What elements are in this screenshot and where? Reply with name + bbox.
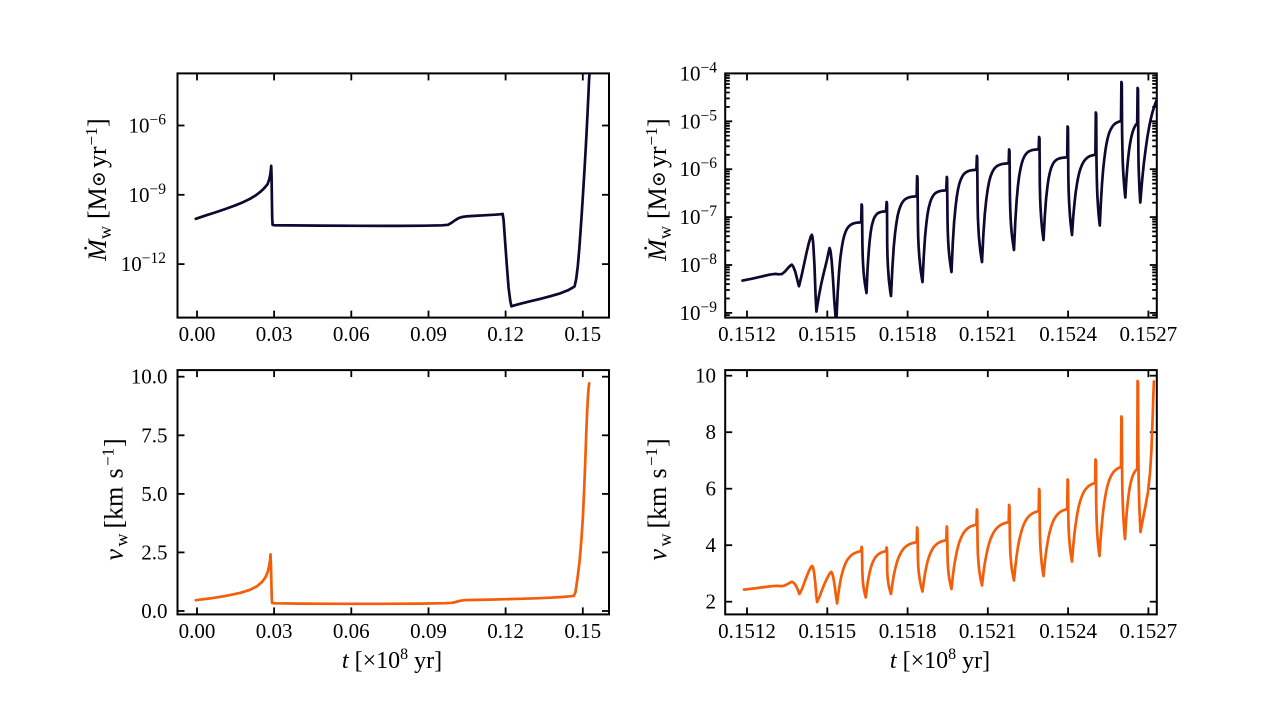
svg-text:10−7: 10−7 (680, 203, 718, 229)
svg-text:−1: −1 (99, 448, 118, 466)
svg-text:0.1512: 0.1512 (718, 619, 776, 643)
svg-text:0.06: 0.06 (333, 619, 370, 643)
svg-text:[M: [M (643, 187, 672, 219)
svg-text:0.0: 0.0 (141, 599, 167, 623)
svg-text:10−6: 10−6 (129, 112, 167, 138)
svg-text:6: 6 (706, 477, 717, 501)
svg-text:0.1527: 0.1527 (1120, 619, 1178, 643)
svg-text:5.0: 5.0 (141, 482, 167, 506)
svg-text:[M: [M (83, 187, 112, 219)
svg-text:8: 8 (706, 420, 717, 444)
svg-text:0.1521: 0.1521 (959, 619, 1017, 643)
svg-text:w: w (655, 226, 675, 239)
svg-text:0.1527: 0.1527 (1120, 322, 1178, 346)
svg-text:0.15: 0.15 (564, 322, 601, 346)
svg-text:−1: −1 (82, 127, 101, 145)
svg-text:0.12: 0.12 (487, 619, 524, 643)
svg-text:10−9: 10−9 (680, 299, 718, 325)
svg-text:[km: [km (643, 487, 672, 529)
svg-text:v: v (643, 549, 672, 561)
svg-text:0.1515: 0.1515 (798, 322, 856, 346)
svg-text:w: w (112, 534, 132, 547)
svg-text:2: 2 (706, 590, 717, 614)
svg-text:s: s (643, 468, 672, 478)
svg-text:10−4: 10−4 (680, 59, 718, 85)
svg-text:v: v (100, 549, 129, 561)
svg-text:0.15: 0.15 (564, 619, 601, 643)
svg-text:−1: −1 (642, 448, 661, 466)
svg-text:0.03: 0.03 (256, 322, 293, 346)
svg-text:0.00: 0.00 (179, 322, 216, 346)
svg-text:0.09: 0.09 (410, 619, 447, 643)
svg-text:0.12: 0.12 (487, 322, 524, 346)
svg-text:2.5: 2.5 (141, 540, 167, 564)
svg-text:]: ] (100, 438, 129, 447)
svg-text:]: ] (643, 438, 672, 447)
svg-text:0.1518: 0.1518 (879, 322, 937, 346)
svg-text:0.03: 0.03 (256, 619, 293, 643)
svg-text:t [×108 yr]: t [×108 yr] (890, 646, 990, 674)
svg-text:0.06: 0.06 (333, 322, 370, 346)
svg-text:0.1524: 0.1524 (1039, 322, 1097, 346)
svg-text:0.1512: 0.1512 (718, 322, 776, 346)
svg-text:Ṁ: Ṁ (643, 238, 672, 262)
svg-text:0.1515: 0.1515 (798, 619, 856, 643)
svg-text:0.1524: 0.1524 (1039, 619, 1097, 643)
svg-text:0.09: 0.09 (410, 322, 447, 346)
svg-text:s: s (100, 468, 129, 478)
svg-text:4: 4 (706, 533, 717, 557)
svg-text:[km: [km (100, 487, 129, 529)
svg-text:10: 10 (695, 364, 716, 388)
svg-text:t [×108 yr]: t [×108 yr] (342, 646, 442, 674)
svg-text:7.5: 7.5 (141, 423, 167, 447)
svg-text:]: ] (83, 118, 112, 127)
svg-text:10.0: 10.0 (131, 365, 168, 389)
svg-text:0.1521: 0.1521 (959, 322, 1017, 346)
svg-text:w: w (655, 534, 675, 547)
svg-text:w: w (95, 226, 115, 239)
svg-text:0.00: 0.00 (179, 619, 216, 643)
svg-text:−1: −1 (642, 127, 661, 145)
svg-text:yr: yr (643, 146, 672, 168)
svg-text:0.1518: 0.1518 (879, 619, 937, 643)
svg-text:Ṁ: Ṁ (83, 238, 112, 262)
svg-text:yr: yr (83, 146, 112, 168)
svg-text:]: ] (643, 118, 672, 127)
